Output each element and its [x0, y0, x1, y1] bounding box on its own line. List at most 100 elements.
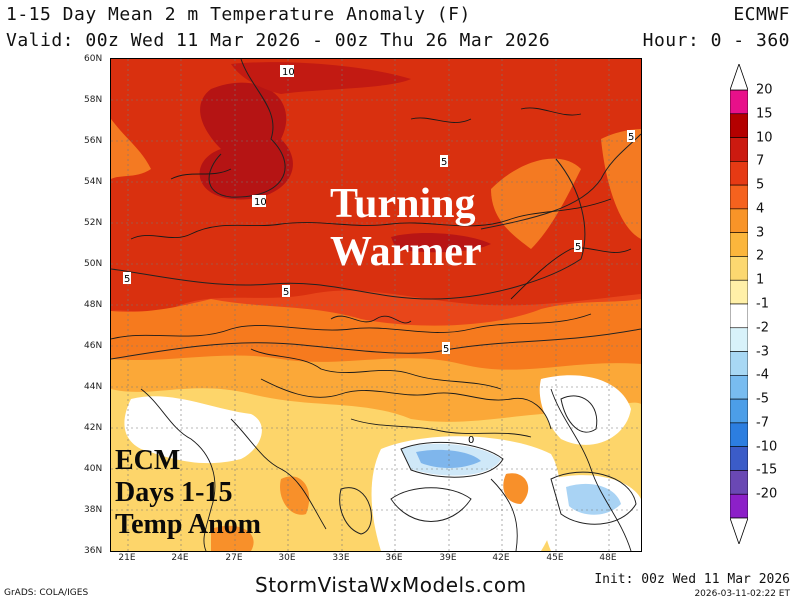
colorbar-swatch — [730, 184, 748, 210]
lon-label: 42E — [492, 553, 510, 563]
colorbar-swatch — [730, 375, 748, 400]
lat-label: 50N — [84, 259, 103, 269]
colorbar-label: -4 — [756, 367, 769, 383]
contour-label-group: 10 10 5 5 5 5 5 5 0 — [123, 65, 635, 446]
contour-label: 5 — [443, 344, 449, 355]
colorbar-label: 10 — [756, 130, 773, 146]
contour-label: 5 — [575, 242, 581, 253]
colorbar-label: -7 — [756, 415, 769, 431]
lat-label: 48N — [84, 300, 103, 310]
lat-label: 46N — [84, 341, 103, 351]
anomaly-fill-orange-s3 — [211, 525, 254, 551]
lon-label: 30E — [278, 553, 296, 563]
anomaly-fill-orange-w — [111, 119, 151, 179]
contour-label: 5 — [124, 274, 130, 285]
colorbar-bottom-arrow — [730, 517, 748, 544]
lat-label: 58N — [84, 95, 103, 105]
contour-label: 5 — [628, 132, 634, 143]
anomaly-fill-orange-s2 — [503, 473, 529, 504]
colorbar-swatch — [730, 398, 748, 424]
caption-line: Temp Anom — [115, 509, 262, 540]
anomaly-fill-orange-s1 — [280, 476, 310, 515]
colorbar-boxes — [730, 89, 748, 519]
headline-line: Warmer — [330, 229, 482, 275]
anomaly-fill-blue-1 — [416, 449, 481, 468]
generation-timestamp: 2026-03-11-02:22 ET — [694, 589, 790, 599]
colorbar-swatch — [730, 208, 748, 233]
colorbar-swatch — [730, 232, 748, 257]
headline-overlay: Turning Warmer — [330, 180, 482, 276]
lat-label: 52N — [84, 218, 103, 228]
headline-line: Turning — [330, 181, 476, 227]
colorbar-swatch — [730, 256, 748, 281]
caption-overlay: ECM Days 1-15 Temp Anom — [115, 445, 261, 541]
lat-label: 44N — [84, 382, 103, 392]
colorbar — [730, 64, 748, 544]
lon-label: 33E — [332, 553, 350, 563]
init-time: Init: 00z Wed 11 Mar 2026 — [594, 572, 790, 587]
anomaly-fill-deep-red-2 — [231, 62, 411, 94]
colorbar-label: -2 — [756, 320, 769, 336]
caption-line: ECM — [115, 445, 181, 476]
lat-label: 54N — [84, 177, 103, 187]
colorbar-label: 3 — [756, 225, 765, 241]
lon-label: 21E — [118, 553, 136, 563]
anomaly-fill-white-e — [539, 375, 631, 445]
valid-period: Valid: 00z Wed 11 Mar 2026 - 00z Thu 26 … — [6, 30, 551, 51]
colorbar-label: 7 — [756, 153, 765, 169]
colorbar-label: 5 — [756, 177, 765, 193]
lon-label: 48E — [599, 553, 617, 563]
coastlines — [111, 107, 632, 551]
lat-label: 42N — [84, 423, 103, 433]
contour-label: 5 — [283, 287, 289, 298]
colorbar-label: 20 — [756, 82, 773, 98]
colorbar-swatch — [730, 470, 748, 495]
contour-lines — [111, 59, 641, 535]
colorbar-swatch — [730, 113, 748, 138]
colorbar-label: -20 — [756, 486, 778, 502]
colorbar-label: 2 — [756, 248, 765, 264]
lat-label: 60N — [84, 54, 103, 64]
anomaly-fill-orange-ne — [491, 158, 581, 249]
grads-credit: GrADS: COLA/IGES — [4, 588, 89, 598]
anomaly-fill-blue-2 — [566, 483, 621, 515]
colorbar-swatch — [730, 161, 748, 186]
colorbar-label: 15 — [756, 106, 773, 122]
colorbar-top-arrow — [730, 64, 748, 91]
map-title: 1-15 Day Mean 2 m Temperature Anomaly (F… — [6, 4, 471, 25]
contour-label: 10 — [254, 197, 267, 208]
lon-label: 45E — [546, 553, 564, 563]
lat-label: 36N — [84, 546, 103, 556]
model-name: ECMWF — [733, 4, 790, 25]
colorbar-swatch — [730, 137, 748, 162]
colorbar-swatch — [730, 446, 748, 471]
colorbar-swatch — [730, 89, 748, 115]
colorbar-label: -5 — [756, 391, 769, 407]
colorbar-swatch — [730, 279, 748, 305]
colorbar-swatch — [730, 327, 748, 352]
temperature-anomaly-map: 10 10 5 5 5 5 5 5 0 — [110, 58, 642, 552]
lat-label: 38N — [84, 505, 103, 515]
contour-label: 0 — [468, 435, 474, 446]
website-watermark: StormVistaWxModels.com — [255, 573, 527, 597]
lat-label: 56N — [84, 136, 103, 146]
colorbar-swatch — [730, 303, 748, 329]
colorbar-label: -15 — [756, 462, 778, 478]
colorbar-label: 1 — [756, 272, 765, 288]
lat-lon-grid — [111, 59, 641, 551]
colorbar-label: 4 — [756, 201, 765, 217]
forecast-hour-range: Hour: 0 - 360 — [642, 30, 790, 51]
colorbar-swatch — [730, 351, 748, 376]
anomaly-fill-white-w — [124, 396, 262, 464]
lon-label: 24E — [171, 553, 189, 563]
anomaly-fill-deep-red-3 — [391, 233, 491, 253]
lon-label: 27E — [225, 553, 243, 563]
lat-label: 40N — [84, 464, 103, 474]
map-canvas: 10 10 5 5 5 5 5 5 0 — [111, 59, 641, 551]
contour-label: 10 — [282, 67, 295, 78]
colorbar-label: -3 — [756, 344, 769, 360]
anomaly-fill-orange-ne2 — [601, 129, 641, 239]
colorbar-swatch — [730, 493, 748, 519]
colorbar-swatch — [730, 422, 748, 447]
caption-line: Days 1-15 — [115, 477, 233, 508]
